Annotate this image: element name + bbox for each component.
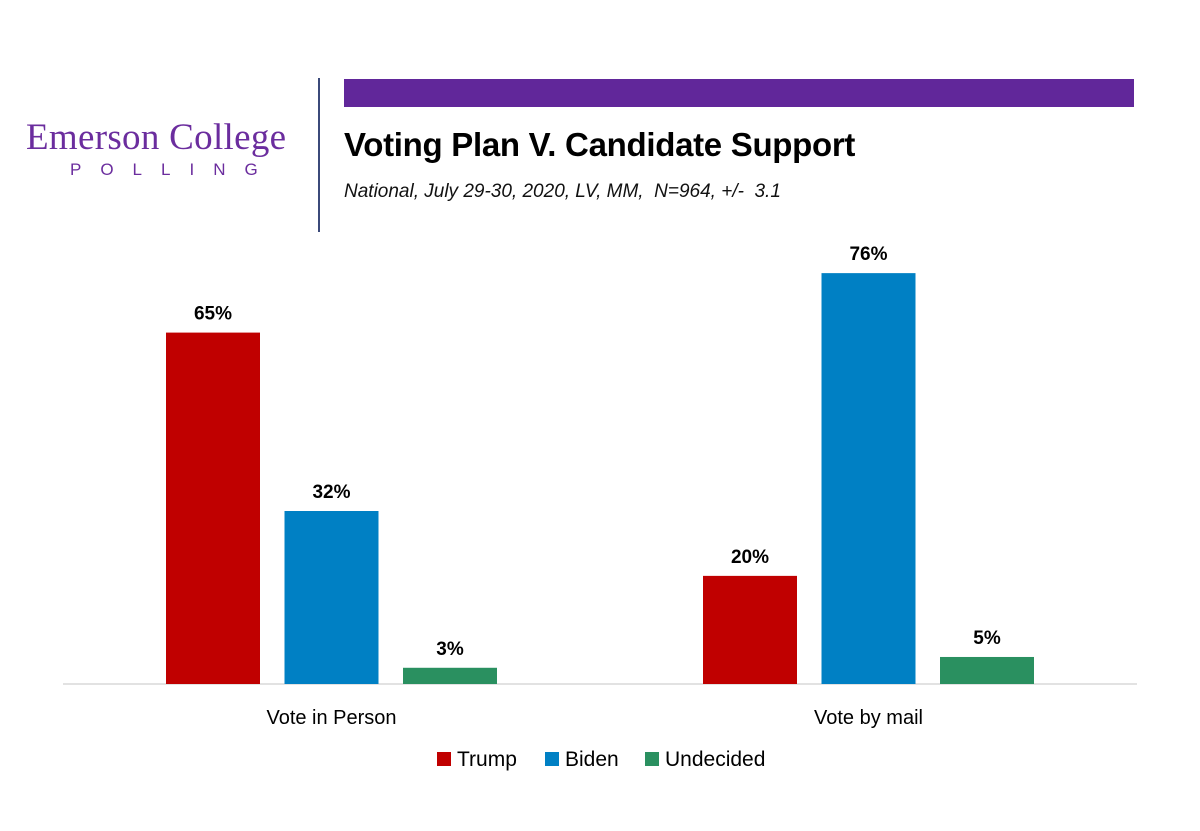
- chart-subtitle: National, July 29-30, 2020, LV, MM, N=96…: [344, 181, 781, 202]
- category-label: Vote by mail: [814, 707, 923, 729]
- bar-undecided-1: [403, 667, 497, 684]
- data-label: 65%: [194, 304, 232, 325]
- legend-swatch-biden: [545, 752, 559, 766]
- header-divider: [318, 78, 320, 232]
- data-label: 76%: [849, 244, 887, 265]
- bar-trump-1: [166, 332, 260, 684]
- data-label: 20%: [731, 547, 769, 568]
- category-label: Vote in Person: [266, 707, 396, 729]
- legend-label-undecided: Undecided: [665, 748, 765, 771]
- data-label: 3%: [436, 639, 464, 660]
- bar-biden-1: [284, 511, 379, 684]
- legend-label-trump: Trump: [457, 748, 517, 771]
- logo-wordmark: Emerson College: [26, 117, 287, 158]
- logo-subtitle: POLLING: [70, 160, 277, 179]
- bar-biden-2: [821, 273, 916, 684]
- legend-swatch-trump: [437, 752, 451, 766]
- bar-trump-2: [703, 575, 797, 684]
- accent-banner: [344, 79, 1134, 107]
- bar-undecided-2: [940, 656, 1034, 684]
- chart-title: Voting Plan V. Candidate Support: [344, 126, 856, 163]
- data-label: 32%: [312, 482, 350, 503]
- legend-swatch-undecided: [645, 752, 659, 766]
- data-label: 5%: [973, 628, 1001, 649]
- legend-label-biden: Biden: [565, 748, 619, 771]
